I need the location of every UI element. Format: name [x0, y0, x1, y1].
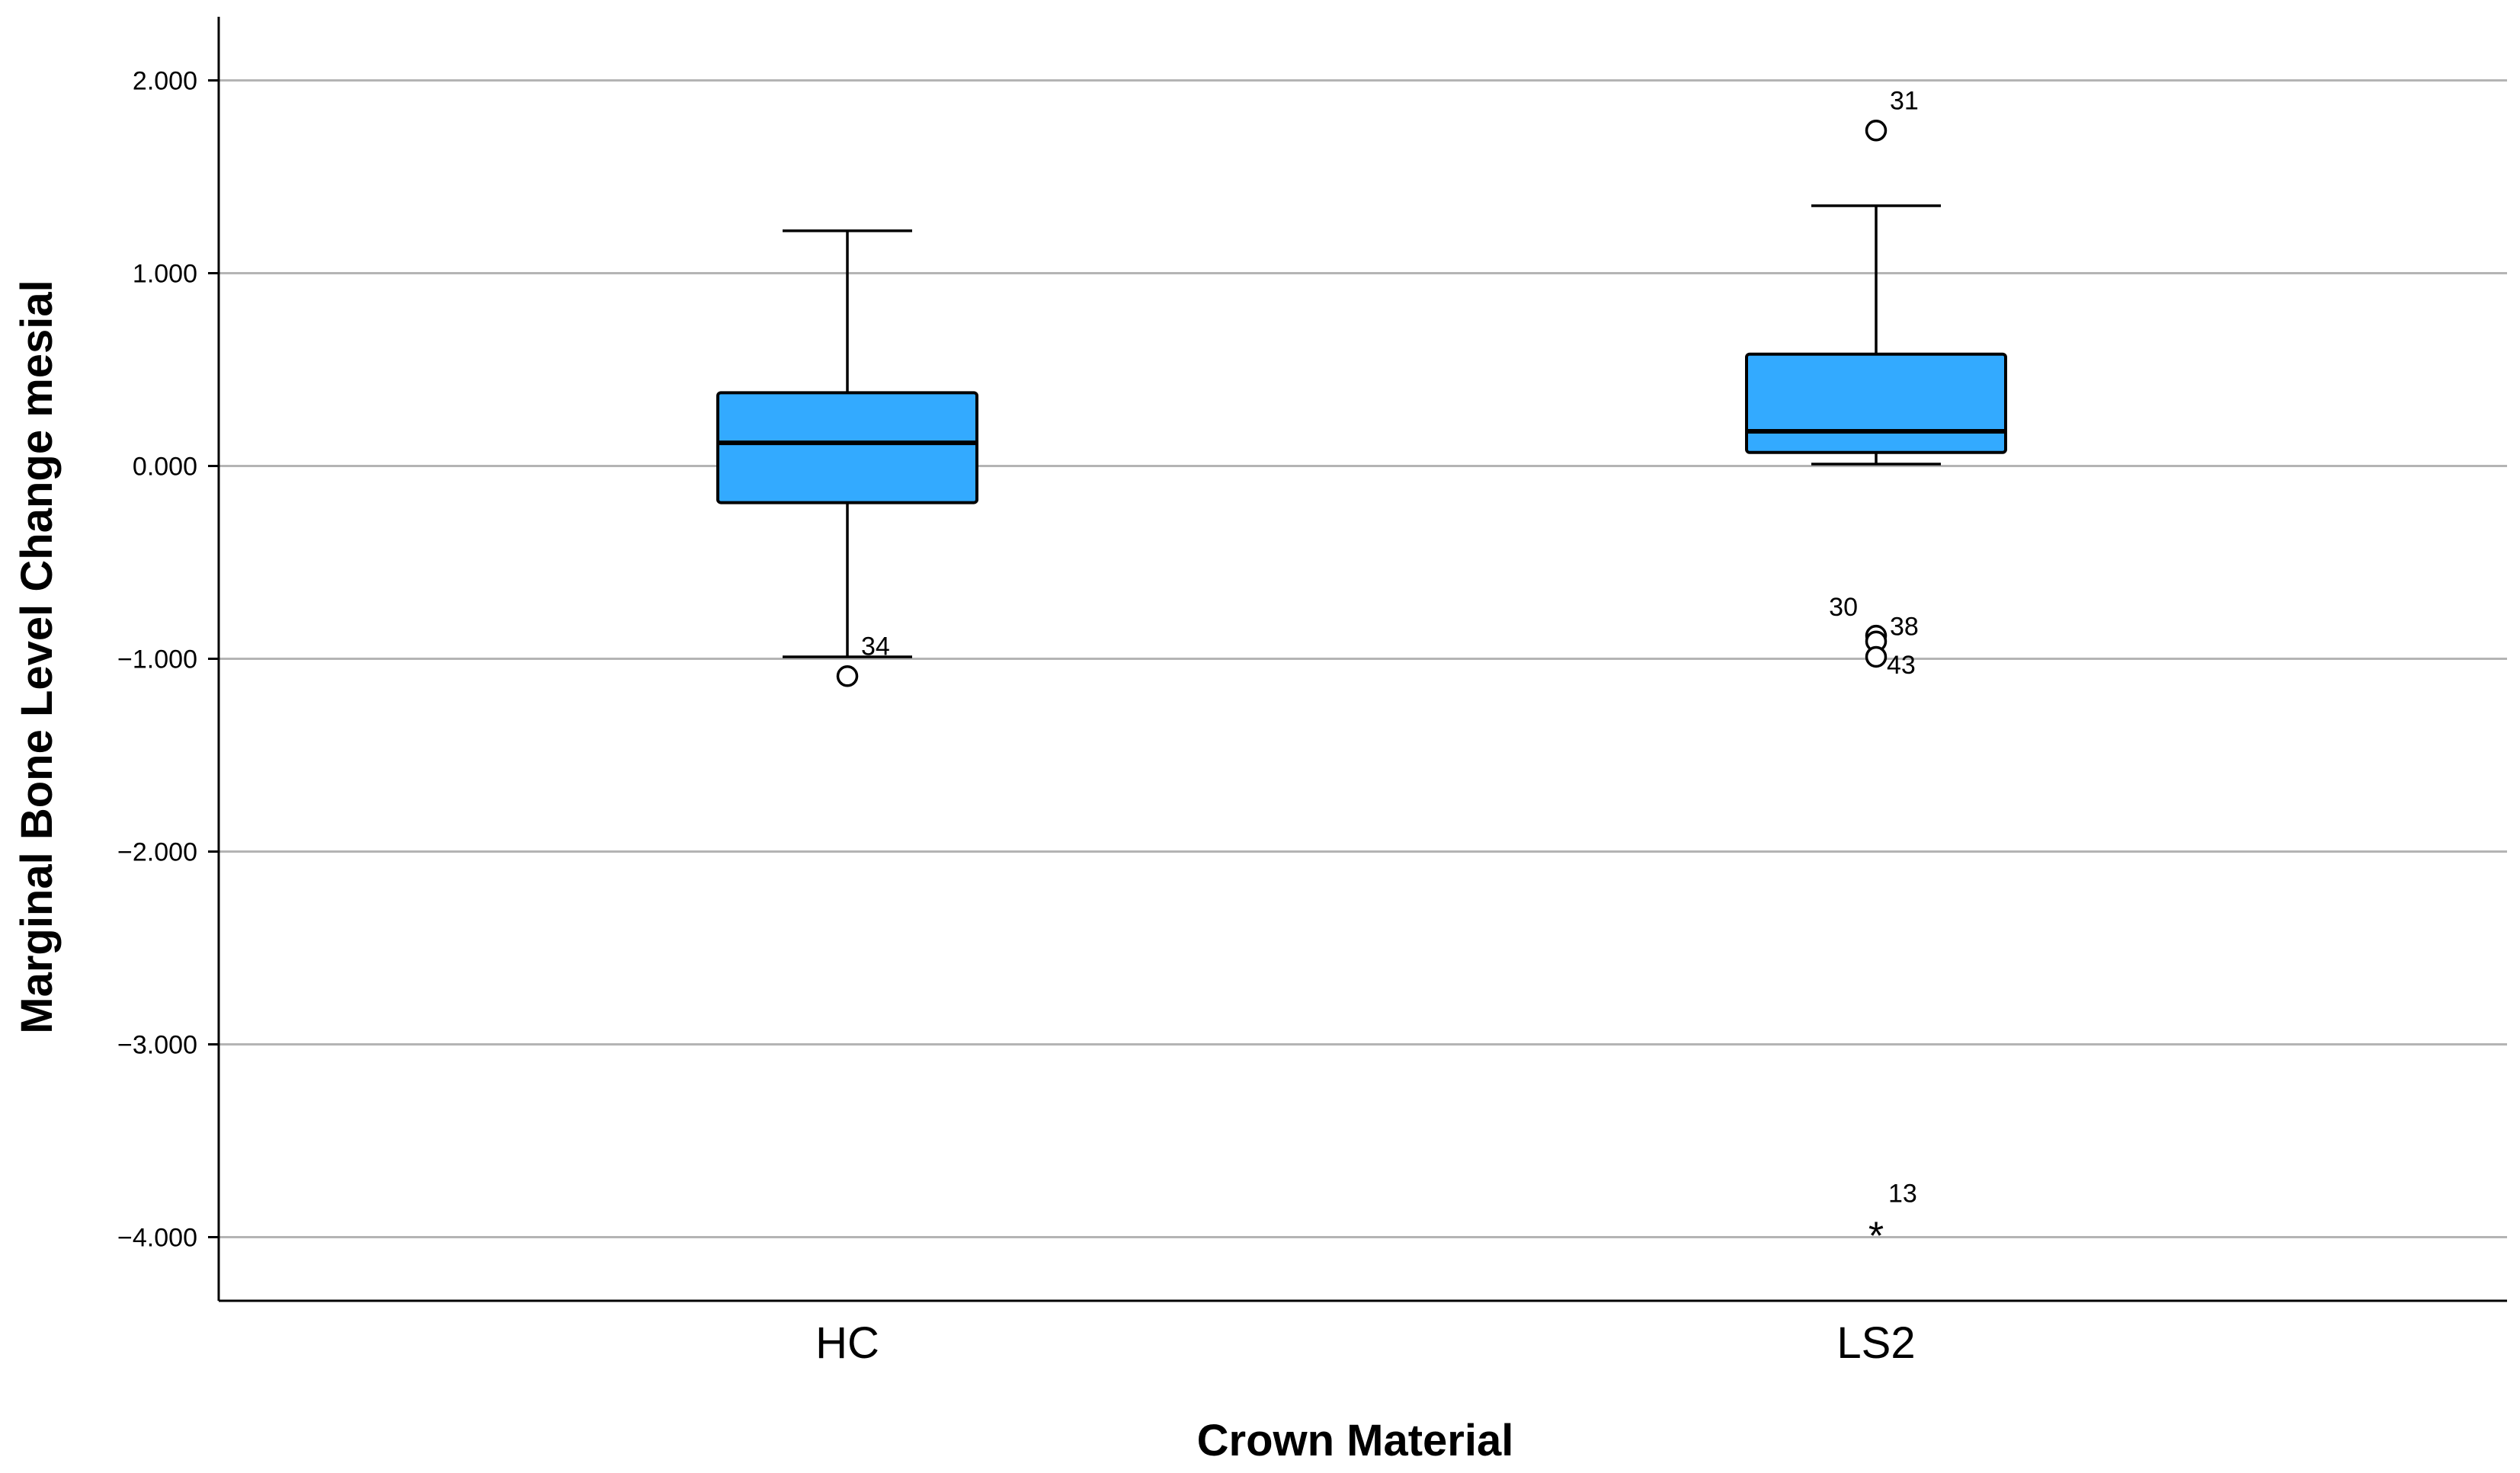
box-hc [716, 391, 978, 504]
outlier-label: 30 [1829, 593, 1858, 622]
y-tick-label: −2.000 [117, 838, 197, 867]
outlier-label: 38 [1890, 613, 1919, 642]
y-tick-label: 0.000 [133, 452, 197, 481]
outlier-marker [1865, 645, 1888, 668]
y-axis-title: Marginal Bone Level Change mesial [12, 280, 62, 1034]
x-tick-label: HC [815, 1318, 879, 1368]
outlier-label: 31 [1890, 86, 1919, 115]
y-tick-label: −4.000 [117, 1224, 197, 1253]
extreme-outlier-marker: * [1868, 1214, 1884, 1258]
outlier-marker [1865, 120, 1888, 142]
x-axis-title: Crown Material [1197, 1416, 1514, 1465]
y-tick-label: 2.000 [133, 66, 197, 95]
outlier-label: 13 [1888, 1179, 1917, 1208]
y-tick-label: −1.000 [117, 645, 197, 674]
outlier-marker [836, 665, 859, 687]
outlier-label: 43 [1887, 651, 1916, 680]
x-tick-label: LS2 [1836, 1318, 1915, 1368]
y-tick-label: 1.000 [133, 259, 197, 288]
y-tick-label: −3.000 [117, 1031, 197, 1060]
outlier-label: 34 [861, 632, 890, 661]
box-ls2 [1745, 352, 2007, 454]
